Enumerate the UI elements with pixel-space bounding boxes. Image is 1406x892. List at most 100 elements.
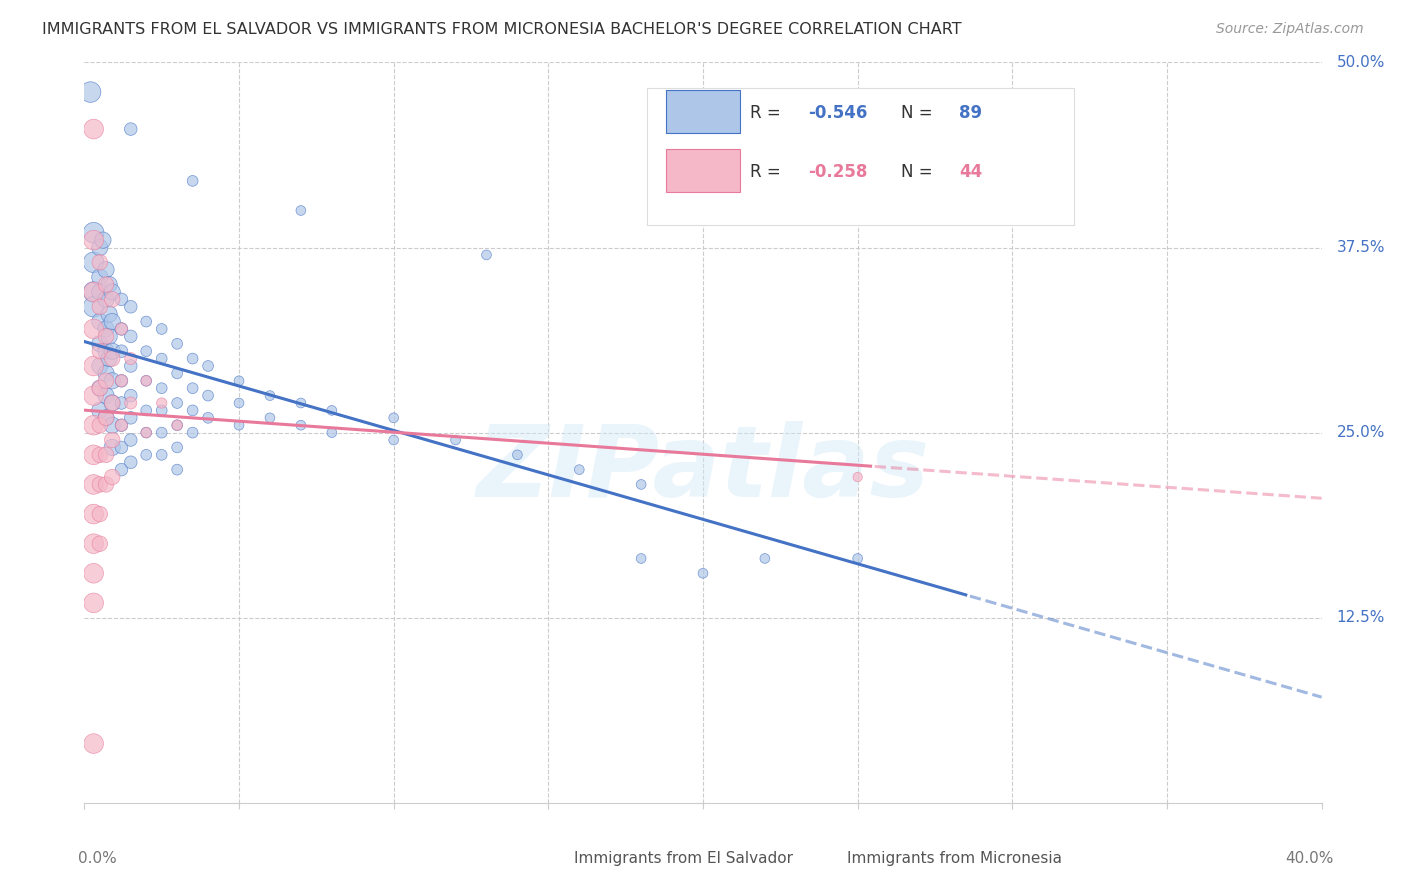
- Point: [290, 418, 312, 433]
- Point: [444, 433, 467, 447]
- Point: [181, 425, 204, 440]
- Text: -0.546: -0.546: [808, 103, 868, 122]
- Point: [98, 307, 121, 321]
- Point: [83, 322, 105, 336]
- Point: [89, 448, 111, 462]
- Text: 50.0%: 50.0%: [1337, 55, 1385, 70]
- Point: [89, 507, 111, 521]
- Point: [135, 425, 157, 440]
- Point: [101, 344, 124, 359]
- Point: [94, 322, 117, 336]
- Point: [321, 425, 343, 440]
- Point: [101, 314, 124, 328]
- Point: [150, 403, 173, 417]
- Text: N =: N =: [901, 163, 938, 181]
- Point: [150, 425, 173, 440]
- Point: [120, 359, 142, 373]
- Point: [166, 462, 188, 476]
- Point: [754, 551, 776, 566]
- Point: [83, 285, 105, 299]
- Point: [79, 85, 101, 99]
- Point: [110, 344, 132, 359]
- Text: 44: 44: [959, 163, 983, 181]
- Point: [83, 255, 105, 269]
- Text: 25.0%: 25.0%: [1337, 425, 1385, 440]
- Point: [166, 441, 188, 455]
- Point: [166, 396, 188, 410]
- Point: [89, 240, 111, 255]
- Point: [83, 418, 105, 433]
- Point: [101, 293, 124, 307]
- FancyBboxPatch shape: [647, 88, 1074, 226]
- Point: [135, 448, 157, 462]
- Point: [89, 536, 111, 550]
- Point: [120, 396, 142, 410]
- Point: [101, 396, 124, 410]
- Point: [101, 418, 124, 433]
- Point: [259, 388, 281, 402]
- Point: [89, 270, 111, 285]
- Point: [228, 418, 250, 433]
- Point: [120, 329, 142, 343]
- Point: [94, 410, 117, 425]
- Text: R =: R =: [749, 103, 786, 122]
- Point: [83, 448, 105, 462]
- Point: [101, 396, 124, 410]
- Point: [150, 381, 173, 395]
- FancyBboxPatch shape: [793, 846, 842, 875]
- Point: [94, 410, 117, 425]
- Text: N =: N =: [901, 103, 938, 122]
- Point: [89, 300, 111, 314]
- Point: [135, 314, 157, 328]
- Point: [83, 737, 105, 751]
- Point: [101, 374, 124, 388]
- Point: [94, 329, 117, 343]
- Point: [166, 418, 188, 433]
- Point: [197, 410, 219, 425]
- Point: [91, 233, 114, 247]
- Point: [197, 388, 219, 402]
- Point: [166, 336, 188, 351]
- Point: [89, 359, 111, 373]
- Point: [290, 203, 312, 218]
- Point: [110, 322, 132, 336]
- Point: [135, 344, 157, 359]
- Point: [150, 351, 173, 366]
- Text: 40.0%: 40.0%: [1285, 851, 1334, 866]
- Point: [692, 566, 714, 581]
- Point: [101, 441, 124, 455]
- Point: [181, 174, 204, 188]
- FancyBboxPatch shape: [666, 90, 740, 133]
- Point: [83, 359, 105, 373]
- Point: [135, 403, 157, 417]
- Point: [150, 448, 173, 462]
- Point: [630, 477, 652, 491]
- Text: Immigrants from Micronesia: Immigrants from Micronesia: [846, 851, 1062, 866]
- Point: [83, 536, 105, 550]
- Point: [110, 418, 132, 433]
- Point: [83, 300, 105, 314]
- Point: [110, 374, 132, 388]
- Point: [110, 441, 132, 455]
- Point: [83, 566, 105, 581]
- Point: [110, 418, 132, 433]
- Point: [321, 403, 343, 417]
- Point: [568, 462, 591, 476]
- Point: [101, 433, 124, 447]
- Point: [135, 374, 157, 388]
- Point: [98, 351, 121, 366]
- Point: [89, 403, 111, 417]
- Text: 89: 89: [959, 103, 983, 122]
- Point: [506, 448, 529, 462]
- Point: [89, 477, 111, 491]
- Point: [120, 388, 142, 402]
- Point: [110, 322, 132, 336]
- Point: [259, 410, 281, 425]
- Text: -0.258: -0.258: [808, 163, 868, 181]
- Point: [89, 418, 111, 433]
- Point: [89, 344, 111, 359]
- Point: [94, 448, 117, 462]
- Point: [89, 255, 111, 269]
- Point: [228, 396, 250, 410]
- Point: [98, 329, 121, 343]
